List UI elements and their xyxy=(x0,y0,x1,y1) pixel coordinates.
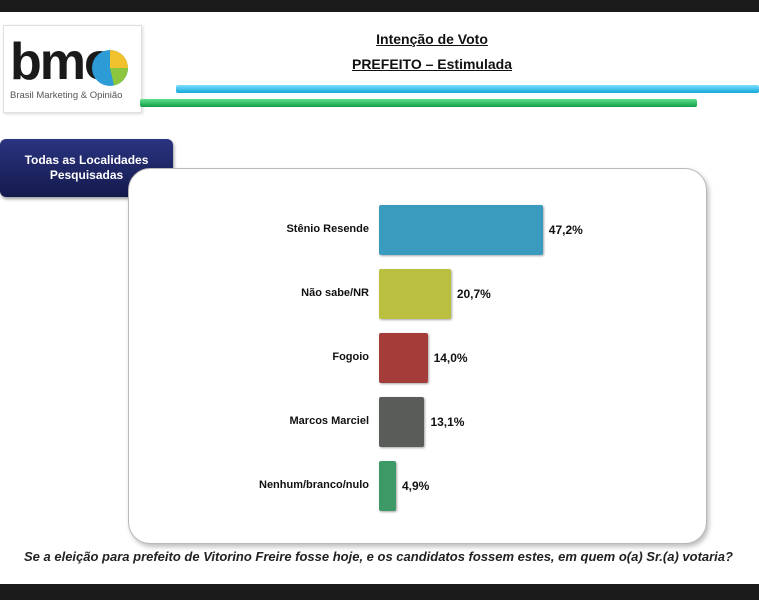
category-label: Não sabe/NR xyxy=(301,287,369,299)
data-label: 13,1% xyxy=(430,415,465,429)
bar xyxy=(379,269,451,319)
data-label: 20,7% xyxy=(456,287,491,301)
data-label: 4,9% xyxy=(402,479,430,493)
category-label: Fogoio xyxy=(332,351,369,363)
data-label: 47,2% xyxy=(548,223,583,237)
decorative-blue-stripe xyxy=(176,85,759,93)
logo-subtitle: Brasil Marketing & Opinião xyxy=(10,90,123,101)
survey-question: Se a eleição para prefeito de Vitorino F… xyxy=(24,549,733,564)
bottom-frame-bar xyxy=(0,584,759,600)
logo-pie-icon xyxy=(92,50,128,86)
category-label: Marcos Marciel xyxy=(289,415,369,427)
top-frame-bar xyxy=(0,0,759,12)
company-logo: bmo Brasil Marketing & Opinião xyxy=(3,25,142,113)
data-label: 14,0% xyxy=(433,351,468,365)
decorative-green-stripe xyxy=(140,99,697,107)
category-label: Stênio Resende xyxy=(286,223,369,235)
page-title: Intenção de Voto xyxy=(376,31,488,47)
category-label: Nenhum/branco/nulo xyxy=(259,479,369,491)
bar xyxy=(379,333,428,383)
bar xyxy=(379,205,543,255)
location-badge-line1: Todas as Localidades xyxy=(24,153,149,167)
location-badge-line2: Pesquisadas xyxy=(49,168,124,182)
bar xyxy=(379,397,425,447)
page-subtitle: PREFEITO – Estimulada xyxy=(351,56,512,72)
bar xyxy=(379,461,396,511)
